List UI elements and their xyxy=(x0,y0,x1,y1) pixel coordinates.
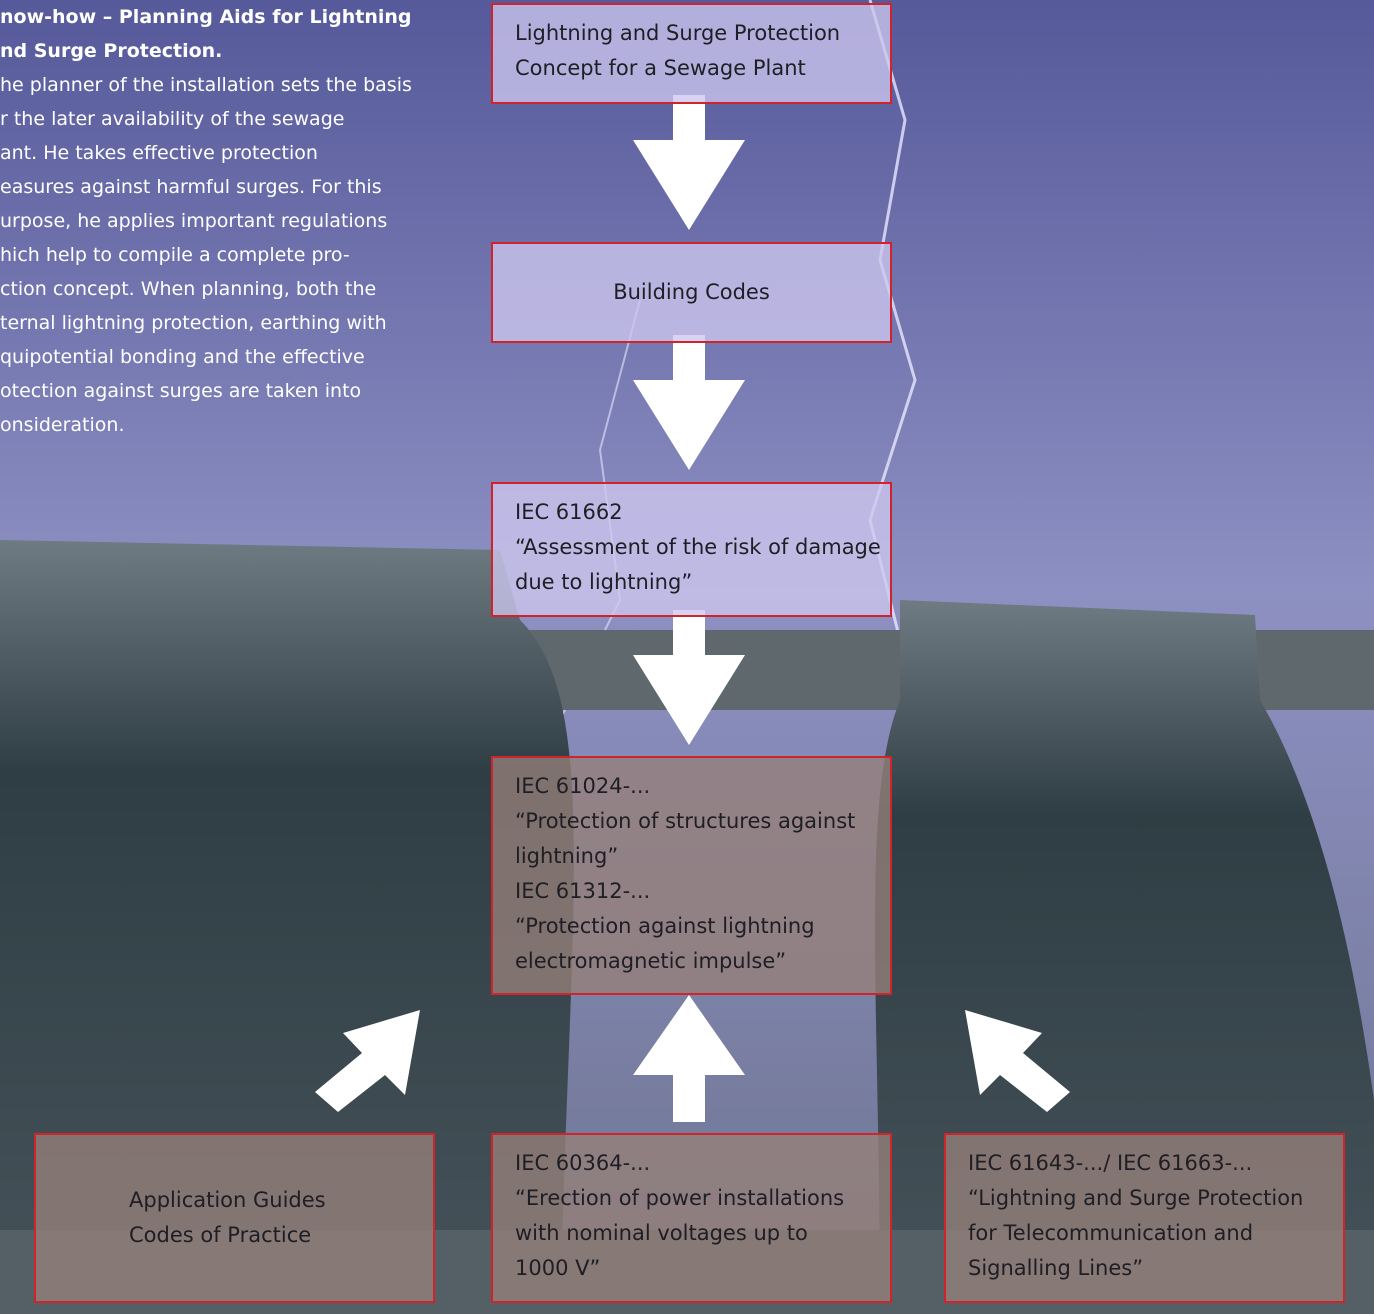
node: IEC 61643-.../ IEC 61663-...“Lightning a… xyxy=(944,1133,1345,1303)
node: IEC 60364-...“Erection of power installa… xyxy=(491,1133,892,1303)
node: IEC 61024-...“Protection of structures a… xyxy=(491,756,892,995)
intro-text: ant. He takes effective protection xyxy=(0,136,412,170)
node-text: IEC 61643-.../ IEC 61663-... xyxy=(968,1146,1343,1181)
node-text: IEC 61024-... xyxy=(515,769,890,804)
node-text: for Telecommunication and xyxy=(968,1216,1343,1251)
node-text: Application Guides xyxy=(129,1183,433,1218)
intro-text: otection against surges are taken into xyxy=(0,374,412,408)
node: Building Codes xyxy=(491,242,892,343)
intro-text: ction concept. When planning, both the xyxy=(0,272,412,306)
intro-text: urpose, he applies important regulations xyxy=(0,204,412,238)
node-text: Signalling Lines” xyxy=(968,1251,1343,1286)
intro-text: ternal lightning protection, earthing wi… xyxy=(0,306,412,340)
node-text: IEC 60364-... xyxy=(515,1146,890,1181)
intro-text: quipotential bonding and the effective xyxy=(0,340,412,374)
node-text: IEC 61312-... xyxy=(515,874,890,909)
intro-text: onsideration. xyxy=(0,408,412,442)
intro-text: r the later availability of the sewage xyxy=(0,102,412,136)
intro-title: nd Surge Protection. xyxy=(0,34,412,68)
node-text: IEC 61662 xyxy=(515,495,890,530)
node-text: lightning” xyxy=(515,839,890,874)
node-text: 1000 V” xyxy=(515,1251,890,1286)
intro-text: he planner of the installation sets the … xyxy=(0,68,412,102)
node-text: with nominal voltages up to xyxy=(515,1216,890,1251)
node-text: Lightning and Surge Protection xyxy=(515,16,890,51)
node-text: “Protection against lightning xyxy=(515,909,890,944)
node-text: Concept for a Sewage Plant xyxy=(515,51,890,86)
node-text: “Protection of structures against xyxy=(515,804,890,839)
node: IEC 61662“Assessment of the risk of dama… xyxy=(491,482,892,617)
node-text: electromagnetic impulse” xyxy=(515,944,890,979)
node-text: “Lightning and Surge Protection xyxy=(968,1181,1343,1216)
node-text: Building Codes xyxy=(613,275,770,310)
node-text: “Assessment of the risk of damage xyxy=(515,530,890,565)
node-text: Codes of Practice xyxy=(129,1218,433,1253)
intro-text: easures against harmful surges. For this xyxy=(0,170,412,204)
node-text: “Erection of power installations xyxy=(515,1181,890,1216)
intro-title: now-how – Planning Aids for Lightning xyxy=(0,0,412,34)
intro-text: hich help to compile a complete pro- xyxy=(0,238,412,272)
node-text: due to lightning” xyxy=(515,565,890,600)
page: now-how – Planning Aids for Lightningnd … xyxy=(0,0,1374,1314)
